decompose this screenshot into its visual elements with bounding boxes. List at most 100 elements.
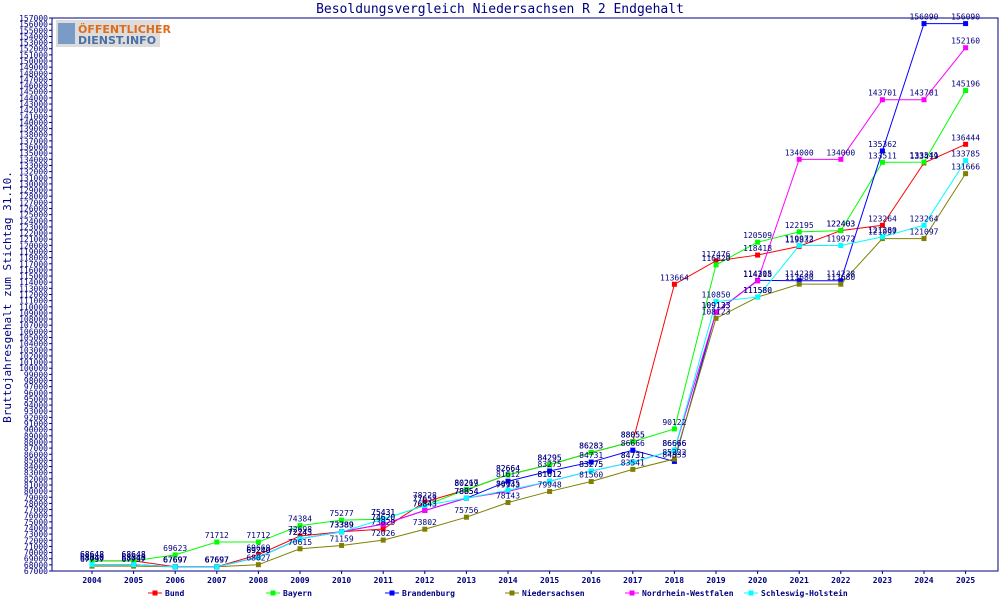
data-label: 123264 xyxy=(868,214,897,223)
data-point xyxy=(879,97,885,103)
data-point xyxy=(339,542,345,548)
y-tick-label: 107000 xyxy=(19,321,48,330)
y-tick-label: 127000 xyxy=(19,198,48,207)
data-point xyxy=(963,21,969,27)
x-tick-label: 2013 xyxy=(457,576,476,585)
data-label: 135362 xyxy=(868,140,897,149)
y-tick-label: 89000 xyxy=(24,432,48,441)
data-label: 69669 xyxy=(246,544,270,553)
data-point xyxy=(755,239,761,245)
data-point xyxy=(630,466,636,472)
data-label: 75431 xyxy=(371,508,395,517)
logo-line1: ÖFFENTLICHER xyxy=(78,22,171,36)
data-label: 84833 xyxy=(662,450,686,459)
y-tick-label: 87000 xyxy=(24,444,48,453)
data-point xyxy=(380,521,386,527)
y-tick-label: 122000 xyxy=(19,229,48,238)
data-label: 145196 xyxy=(951,80,980,89)
data-point xyxy=(921,97,927,103)
y-tick-label: 85000 xyxy=(24,456,48,465)
data-point xyxy=(671,447,677,453)
data-label: 113680 xyxy=(785,273,814,282)
data-label: 73389 xyxy=(330,521,354,530)
chart-title: Besoldungsvergleich Niedersachsen R 2 En… xyxy=(316,2,684,17)
data-label: 67697 xyxy=(205,556,229,565)
data-point xyxy=(172,564,178,570)
data-label: 67797 xyxy=(122,555,146,564)
data-point xyxy=(255,554,261,560)
y-tick-label: 97000 xyxy=(24,383,48,392)
y-tick-label: 98000 xyxy=(24,377,48,386)
data-label: 111580 xyxy=(743,286,772,295)
data-label: 68040 xyxy=(80,554,104,563)
data-label: 78854 xyxy=(454,487,478,496)
y-tick-label: 123000 xyxy=(19,223,48,232)
legend-marker xyxy=(152,590,158,596)
data-label: 90122 xyxy=(662,418,686,427)
data-label: 67697 xyxy=(205,556,229,565)
data-label: 77653 xyxy=(413,495,437,504)
data-point xyxy=(963,45,969,51)
data-labels: 68648 68648 67697 67697 69669 72698 73389 73829… xyxy=(80,13,980,565)
axes xyxy=(51,17,999,572)
y-tick-label: 120000 xyxy=(19,241,48,250)
data-label: 136444 xyxy=(951,133,980,142)
data-label: 78228 xyxy=(413,491,437,500)
data-label: 114305 xyxy=(743,269,772,278)
data-label: 109123 xyxy=(702,301,731,310)
logo-icon xyxy=(58,23,75,44)
legend-label: Schleswig-Holstein xyxy=(761,588,848,598)
data-point xyxy=(963,88,969,94)
data-point xyxy=(547,478,553,484)
data-label: 76843 xyxy=(413,500,437,509)
data-label: 67697 xyxy=(205,556,229,565)
y-tick-label: 73000 xyxy=(24,530,48,539)
series-line-bayern xyxy=(92,90,967,562)
y-tick-label: 114000 xyxy=(19,278,48,287)
y-tick-label: 150000 xyxy=(19,57,48,66)
series-line-bund xyxy=(92,143,966,568)
data-point xyxy=(879,148,885,154)
data-label: 81612 xyxy=(538,470,562,479)
y-tick-label: 130000 xyxy=(19,180,48,189)
data-point xyxy=(297,536,303,542)
data-label: 113664 xyxy=(660,273,689,282)
data-label: 133785 xyxy=(951,150,980,159)
data-label: 119972 xyxy=(826,235,855,244)
data-label: 121097 xyxy=(868,228,897,237)
data-label: 69240 xyxy=(246,546,270,555)
data-label: 75756 xyxy=(454,506,478,515)
data-label: 82664 xyxy=(496,464,520,473)
data-point xyxy=(505,478,511,484)
data-point xyxy=(588,479,594,485)
data-label: 67697 xyxy=(163,556,187,565)
x-tick-label: 2020 xyxy=(748,576,767,585)
y-tick-label: 109000 xyxy=(19,309,48,318)
data-label: 121380 xyxy=(868,226,897,235)
y-tick-label: 148000 xyxy=(19,69,48,78)
x-tick-label: 2010 xyxy=(332,576,351,585)
y-tick-label: 75000 xyxy=(24,518,48,527)
y-tick-label: 84000 xyxy=(24,463,48,472)
y-tick-label: 117000 xyxy=(19,260,48,269)
y-tick-label: 147000 xyxy=(19,75,48,84)
data-point xyxy=(713,299,719,305)
x-tick-label: 2009 xyxy=(290,576,309,585)
y-tick-label: 100000 xyxy=(19,364,48,373)
data-label: 117476 xyxy=(702,250,731,259)
data-label: 73389 xyxy=(330,521,354,530)
data-point xyxy=(172,552,178,558)
legend-label: Brandenburg xyxy=(402,589,455,598)
data-point xyxy=(713,258,719,264)
data-point xyxy=(297,546,303,552)
data-label: 68040 xyxy=(122,554,146,563)
data-point xyxy=(838,156,844,162)
data-point xyxy=(255,539,261,545)
y-tick-label: 143000 xyxy=(19,100,48,109)
data-label: 80267 xyxy=(454,478,478,487)
data-point xyxy=(89,558,95,564)
data-point xyxy=(796,281,802,287)
data-point xyxy=(588,450,594,456)
data-label: 74620 xyxy=(371,513,395,522)
